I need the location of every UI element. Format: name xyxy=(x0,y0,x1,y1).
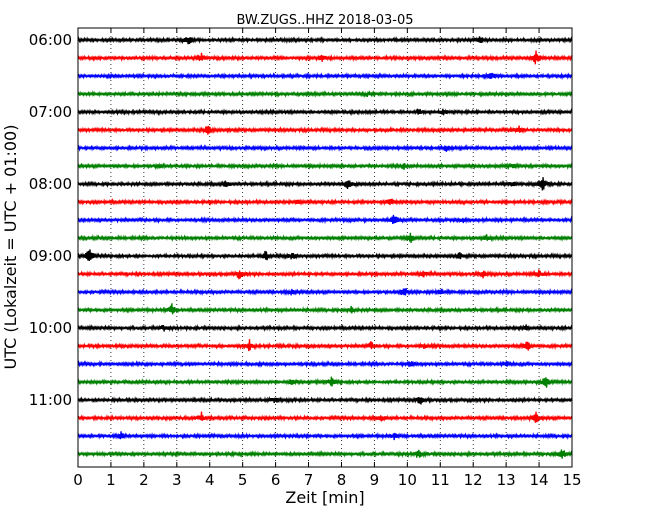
x-tick-label: 3 xyxy=(172,471,182,489)
trace-line xyxy=(77,161,573,171)
trace-line xyxy=(77,89,573,98)
plot-frame xyxy=(77,27,573,468)
x-tick-label: 6 xyxy=(271,471,281,489)
trace-line xyxy=(77,177,573,191)
y-tick-label: 06:00 xyxy=(29,31,72,49)
y-tick-labels: 06:00 07:00 08:00 09:00 10:00 11:00 xyxy=(29,31,72,409)
trace-line xyxy=(77,323,573,333)
x-tick-label: 15 xyxy=(562,471,581,489)
trace-line xyxy=(77,269,573,280)
trace-line xyxy=(77,143,573,153)
y-tick-label: 10:00 xyxy=(29,319,72,337)
trace-line xyxy=(77,71,573,81)
x-tick-label: 13 xyxy=(497,471,516,489)
trace-line xyxy=(77,108,573,117)
trace-line xyxy=(77,303,573,315)
trace-line xyxy=(77,376,573,388)
trace-line xyxy=(77,232,573,243)
x-tick-label: 2 xyxy=(139,471,149,489)
x-tick-label: 7 xyxy=(304,471,314,489)
x-tick-label: 0 xyxy=(73,471,83,489)
trace-line xyxy=(77,197,573,207)
y-tick-label: 11:00 xyxy=(29,391,72,409)
x-tick-labels: 0 1 2 3 4 5 6 7 8 9 10 11 12 13 14 15 xyxy=(73,471,581,489)
y-tick-label: 08:00 xyxy=(29,175,72,193)
axis-ticks xyxy=(77,28,573,467)
trace-line xyxy=(77,125,573,135)
trace-line xyxy=(77,431,573,441)
trace-line xyxy=(77,287,573,297)
x-tick-label: 10 xyxy=(398,471,417,489)
chart-title: BW.ZUGS..HHZ 2018-03-05 xyxy=(236,13,413,28)
trace-line xyxy=(77,411,573,423)
trace-line xyxy=(77,339,573,352)
trace-line xyxy=(77,359,573,369)
x-tick-label: 8 xyxy=(337,471,347,489)
traces-group xyxy=(77,35,573,459)
trace-line xyxy=(77,249,573,261)
trace-line xyxy=(77,214,573,225)
trace-line xyxy=(77,50,573,65)
x-tick-label: 14 xyxy=(530,471,549,489)
x-tick-label: 12 xyxy=(464,471,483,489)
y-tick-label: 07:00 xyxy=(29,103,72,121)
x-axis-label: Zeit [min] xyxy=(285,488,364,507)
y-axis-label: UTC (Lokalzeit = UTC + 01:00) xyxy=(1,125,20,370)
x-tick-label: 9 xyxy=(370,471,380,489)
y-tick-label: 09:00 xyxy=(29,247,72,265)
x-tick-label: 1 xyxy=(106,471,116,489)
x-tick-label: 11 xyxy=(431,471,450,489)
trace-line xyxy=(77,35,573,45)
x-tick-label: 4 xyxy=(205,471,215,489)
trace-line xyxy=(77,395,573,405)
trace-line xyxy=(77,449,573,459)
x-tick-label: 5 xyxy=(238,471,248,489)
